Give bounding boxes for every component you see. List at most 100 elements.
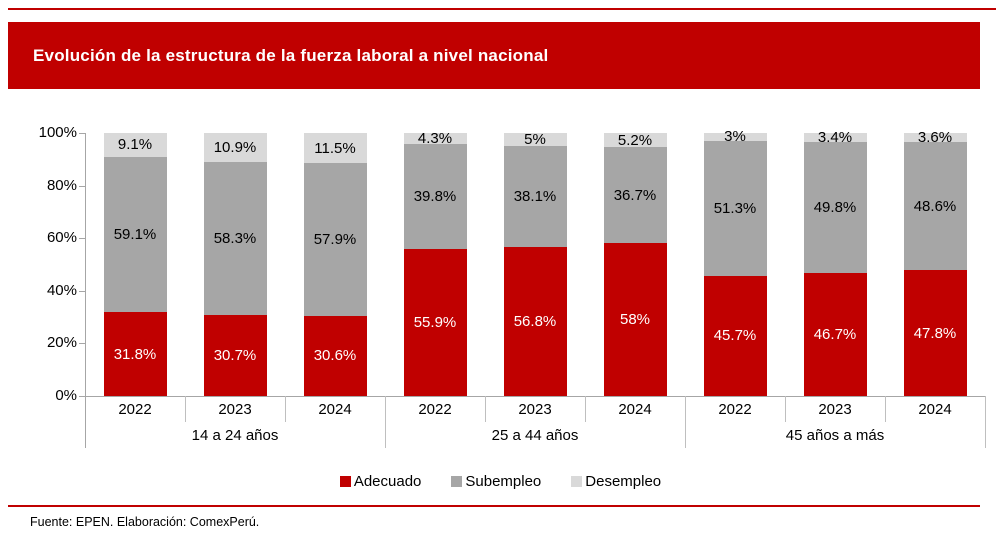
y-axis-tick-mark <box>79 396 85 397</box>
bar-segment-value-label: 39.8% <box>413 188 457 206</box>
x-axis-group-divider <box>985 396 986 448</box>
x-axis-year-divider <box>885 396 886 422</box>
x-axis-year-label: 2022 <box>718 400 752 418</box>
legend-item-subempleo: Subempleo <box>451 473 541 490</box>
bar-segment-adecuado: 45.7% <box>703 275 767 396</box>
bar-segment-value-label: 58.3% <box>213 230 257 248</box>
title-banner: Evolución de la estructura de la fuerza … <box>8 22 980 89</box>
bar-segment-adecuado: 31.8% <box>103 312 167 396</box>
bar-segment-value-label: 5% <box>524 131 546 149</box>
x-axis-year-divider <box>485 396 486 422</box>
bar-segment-desempleo: 3% <box>703 128 767 145</box>
bar-segment-subempleo: 36.7% <box>603 146 667 244</box>
bar-segment-adecuado: 56.8% <box>503 246 567 396</box>
y-axis-line <box>85 133 86 448</box>
legend-label: Subempleo <box>465 472 542 490</box>
bar-segment-value-label: 51.3% <box>713 199 757 217</box>
bar-segment-adecuado: 30.7% <box>203 315 267 396</box>
y-axis-tick-mark <box>79 185 85 187</box>
bar-segment-value-label: 59.1% <box>113 226 157 244</box>
bar-segment-subempleo: 39.8% <box>403 144 467 249</box>
footer-divider-line <box>8 505 980 507</box>
bar-segment-value-label: 5.2% <box>617 131 653 149</box>
y-axis-tick-mark <box>79 133 85 134</box>
x-axis-group-label: 25 a 44 años <box>491 426 579 444</box>
y-axis-tick-label: 100% <box>38 124 77 141</box>
bar-segment-value-label: 3.6% <box>917 129 953 147</box>
bar-segment-value-label: 30.6% <box>313 347 357 365</box>
bar-segment-desempleo: 4.3% <box>403 130 467 148</box>
x-axis-group-divider <box>685 396 686 448</box>
bar-segment-desempleo: 9.1% <box>103 133 167 157</box>
x-axis-year-label: 2022 <box>418 400 452 418</box>
x-axis-year-label: 2024 <box>318 400 352 418</box>
bar-segment-subempleo: 59.1% <box>103 156 167 313</box>
legend-swatch-subempleo <box>451 475 463 487</box>
y-axis-tick-label: 20% <box>46 334 77 352</box>
y-axis-tick-mark <box>79 343 85 345</box>
bar-segment-value-label: 57.9% <box>313 230 357 248</box>
y-axis-tick-mark <box>79 238 85 240</box>
bar-segment-value-label: 48.6% <box>913 197 957 215</box>
x-axis-group-label: 45 años a más <box>785 426 885 444</box>
bar-segment-adecuado: 47.8% <box>903 270 967 396</box>
bar-segment-value-label: 49.8% <box>813 199 857 217</box>
bar-segment-value-label: 3.4% <box>817 129 853 147</box>
bar-segment-desempleo: 3.4% <box>803 129 867 146</box>
bar-segment-value-label: 47.8% <box>913 324 957 342</box>
x-axis-year-divider <box>185 396 186 422</box>
source-note: Fuente: EPEN. Elaboración: ComexPerú. <box>30 515 260 529</box>
bar-segment-subempleo: 51.3% <box>703 140 767 276</box>
legend-item-adecuado: Adecuado <box>339 472 422 490</box>
y-axis-tick-label: 60% <box>46 229 77 247</box>
bar-segment-desempleo: 5% <box>503 131 567 149</box>
bar-segment-desempleo: 10.9% <box>203 133 267 162</box>
y-axis-tick-label: 80% <box>46 176 77 194</box>
legend-swatch-desempleo <box>571 475 583 487</box>
bar-segment-value-label: 45.7% <box>713 327 757 345</box>
bar-segment-subempleo: 38.1% <box>503 146 567 247</box>
x-axis-year-label: 2022 <box>118 400 152 418</box>
x-axis-year-label: 2023 <box>818 400 852 418</box>
legend: Adecuado Subempleo Desempleo <box>0 471 1001 491</box>
bar-segment-subempleo: 57.9% <box>303 163 367 316</box>
x-axis-year-label: 2024 <box>918 400 952 418</box>
bar-segment-adecuado: 30.6% <box>303 315 367 396</box>
bar-segment-value-label: 10.9% <box>213 139 257 157</box>
bar-segment-adecuado: 46.7% <box>803 273 867 396</box>
bar-segment-value-label: 46.7% <box>813 326 857 344</box>
top-divider-line <box>8 8 996 10</box>
page-title: Evolución de la estructura de la fuerza … <box>33 45 549 65</box>
x-axis-group-label: 14 a 24 años <box>191 426 279 444</box>
x-axis-year-label: 2023 <box>518 400 552 418</box>
bar-segment-value-label: 56.8% <box>513 312 557 330</box>
legend-label: Desempleo <box>585 472 662 490</box>
bar-segment-value-label: 11.5% <box>314 139 356 157</box>
bar-segment-subempleo: 58.3% <box>203 161 267 316</box>
x-axis-year-divider <box>285 396 286 422</box>
bar-segment-desempleo: 3.6% <box>903 129 967 146</box>
bar-segment-adecuado: 55.9% <box>403 248 467 396</box>
x-axis-line <box>85 396 986 397</box>
y-axis-tick-mark <box>79 290 85 292</box>
legend-item-desempleo: Desempleo <box>571 473 661 490</box>
bar-segment-desempleo: 11.5% <box>303 133 367 164</box>
x-axis-year-label: 2024 <box>618 400 652 418</box>
x-axis-year-divider <box>585 396 586 422</box>
legend-label: Adecuado <box>353 472 422 490</box>
bar-segment-value-label: 4.3% <box>417 130 453 148</box>
bar-segment-subempleo: 48.6% <box>903 142 967 271</box>
x-axis-group-divider <box>385 396 386 448</box>
bar-segment-value-label: 58% <box>619 311 651 329</box>
x-axis-year-label: 2023 <box>218 400 252 418</box>
bar-segment-adecuado: 58% <box>603 243 667 396</box>
bar-segment-desempleo: 5.2% <box>603 131 667 149</box>
bar-segment-value-label: 38.1% <box>513 188 557 205</box>
bar-segment-value-label: 30.7% <box>213 347 257 365</box>
y-axis-tick-label: 0% <box>55 387 77 404</box>
legend-swatch-adecuado <box>339 475 351 487</box>
y-axis-tick-label: 40% <box>46 281 77 299</box>
x-axis-year-divider <box>785 396 786 422</box>
bar-segment-value-label: 36.7% <box>613 186 657 204</box>
